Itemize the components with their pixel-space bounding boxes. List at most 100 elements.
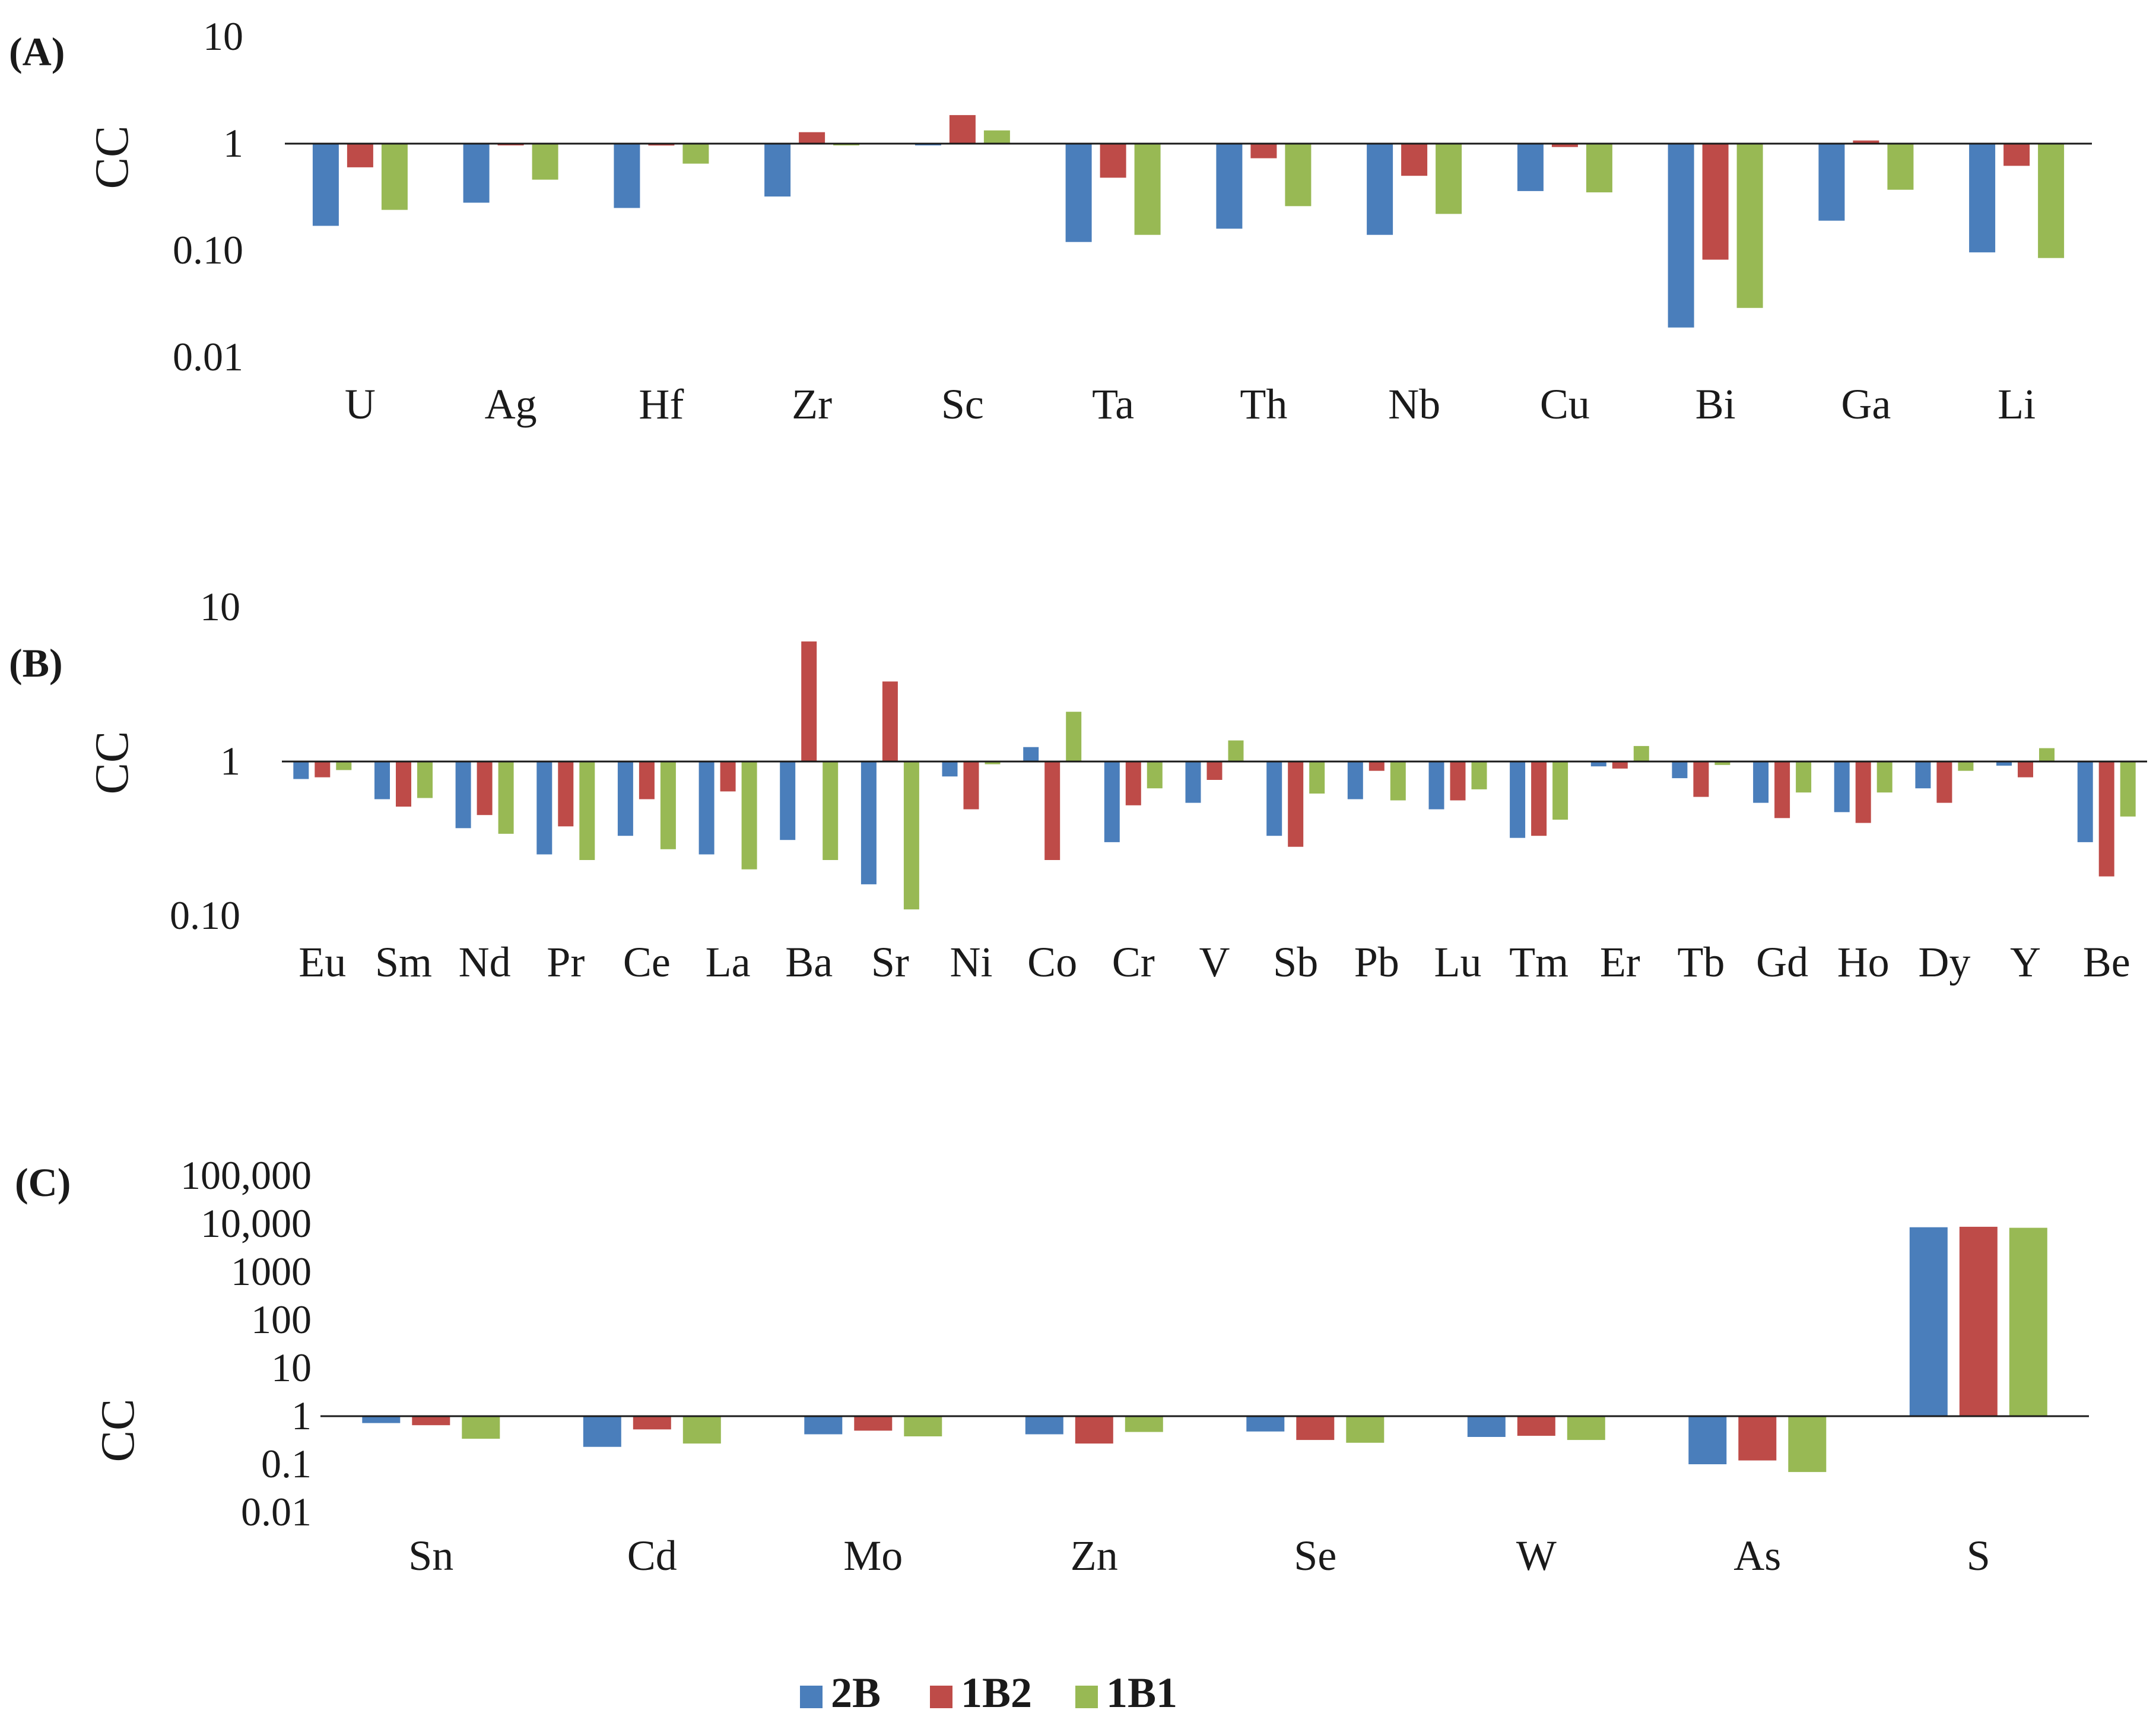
category-label-zr: Zr: [792, 380, 832, 428]
bar-a-ag-1b1: [532, 144, 558, 180]
category-label-w: W: [1516, 1532, 1557, 1579]
bar-a-nb-2b: [1367, 144, 1393, 235]
bar-c-as-1b2: [1738, 1416, 1777, 1461]
category-label-y: Y: [2010, 938, 2041, 986]
y-tick-label: 1: [220, 738, 240, 783]
bar-c-w-2b: [1467, 1416, 1506, 1437]
bar-b-nd-2b: [455, 762, 471, 829]
y-ticks-b: 10 1 0.10: [170, 584, 240, 938]
bar-b-be-1b2: [2098, 762, 2114, 877]
bar-a-u-1b2: [347, 144, 373, 167]
bar-b-tm-1b1: [1552, 762, 1568, 820]
bar-b-lu-2b: [1428, 762, 1444, 810]
bar-c-mo-1b1: [904, 1416, 942, 1436]
category-labels-b: Eu Sm Nd Pr Ce La Ba Sr Ni Co Cr V Sb Pb Lu Tm Er Tb Gd Ho D…: [299, 938, 2130, 986]
y-tick-label: 1000: [231, 1249, 312, 1294]
bar-a-hf-1b2: [648, 144, 675, 146]
bar-c-s-1b2: [1959, 1226, 1998, 1416]
category-labels-c: Sn Cd Mo Zn Se W As S: [408, 1532, 1990, 1579]
bar-b-tb-2b: [1672, 762, 1688, 779]
bar-b-sr-1b2: [882, 681, 898, 762]
bar-c-as-1b1: [1788, 1416, 1827, 1473]
category-labels-a: U Ag Hf Zr Sc Ta Th Nb Cu Bi Ga Li: [345, 380, 2036, 428]
bar-c-s-1b1: [2009, 1227, 2047, 1416]
bars-b: [293, 641, 2136, 910]
bar-a-cu-2b: [1517, 144, 1544, 191]
bar-b-pr-2b: [536, 762, 553, 855]
bar-a-th-2b: [1216, 144, 1243, 229]
bar-b-y-2b: [1996, 762, 2012, 766]
legend-swatch-2b: [800, 1686, 823, 1708]
category-label-sb: Sb: [1273, 938, 1318, 986]
category-label-nd: Nd: [459, 938, 511, 986]
bar-c-as-2b: [1688, 1416, 1727, 1464]
y-tick-label: 1: [291, 1393, 312, 1438]
bar-b-tm-1b2: [1531, 762, 1547, 836]
bar-b-er-1b2: [1612, 762, 1628, 769]
category-label-cu: Cu: [1540, 380, 1590, 428]
bar-b-er-1b1: [1633, 745, 1649, 762]
y-tick-label: 10: [203, 14, 243, 59]
category-label-ce: Ce: [623, 938, 671, 986]
category-label-ag: Ag: [485, 380, 537, 428]
bar-b-v-2b: [1185, 762, 1201, 803]
bar-b-ho-1b1: [1876, 762, 1893, 793]
bar-b-tb-1b2: [1693, 762, 1709, 797]
bar-c-cd-1b2: [633, 1416, 671, 1430]
category-label-nb: Nb: [1388, 380, 1440, 428]
bar-b-la-1b1: [741, 762, 757, 870]
y-axis-label-b: CC: [86, 731, 138, 795]
bar-b-sb-1b1: [1309, 762, 1325, 794]
bar-c-se-2b: [1246, 1416, 1285, 1432]
y-tick-label: 0.01: [173, 334, 243, 379]
y-tick-label: 0.10: [170, 893, 240, 938]
bar-b-dy-1b1: [1958, 762, 1974, 771]
category-label-pb: Pb: [1354, 938, 1399, 986]
category-label-cd: Cd: [627, 1532, 677, 1579]
y-tick-label: 0.1: [261, 1441, 312, 1486]
bar-a-ta-2b: [1065, 144, 1092, 242]
bar-b-tm-2b: [1510, 762, 1526, 838]
bar-b-nd-1b1: [498, 762, 514, 834]
bar-b-tb-1b1: [1714, 762, 1730, 765]
bar-a-li-1b1: [2038, 144, 2065, 258]
panel-b: (B) CC 10 1 0.10 Eu Sm Nd Pr Ce La Ba Sr Ni Co Cr V Sb…: [9, 584, 2147, 986]
y-axis-label-c: CC: [92, 1399, 144, 1462]
category-label-co: Co: [1027, 938, 1077, 986]
bar-c-se-1b2: [1296, 1416, 1335, 1441]
legend-label-2b: 2B: [831, 1669, 881, 1717]
bar-b-ce-1b1: [660, 762, 676, 849]
panel-label-a: (A): [9, 29, 65, 74]
category-label-ba: Ba: [785, 938, 833, 986]
category-label-se: Se: [1294, 1532, 1336, 1579]
bar-a-sc-1b2: [949, 115, 976, 144]
category-label-cr: Cr: [1112, 938, 1155, 986]
bar-b-be-1b1: [2120, 762, 2136, 817]
bar-a-li-1b2: [2003, 144, 2030, 166]
bar-b-nd-1b2: [477, 762, 493, 816]
bar-b-dy-1b2: [1936, 762, 1952, 803]
bar-b-pr-1b1: [579, 762, 595, 860]
legend: 2B 1B2 1B1: [800, 1669, 1177, 1717]
bar-c-mo-1b2: [854, 1416, 893, 1431]
y-tick-label: 0.01: [241, 1489, 312, 1534]
bar-a-th-1b2: [1250, 144, 1277, 158]
bar-a-ga-1b1: [1887, 144, 1914, 190]
y-tick-label: 10,000: [201, 1201, 312, 1246]
category-label-dy: Dy: [1918, 938, 1970, 986]
category-label-ni: Ni: [950, 938, 993, 986]
bar-a-hf-1b1: [682, 144, 709, 164]
bar-a-ga-2b: [1818, 144, 1845, 221]
panel-label-b: (B): [9, 640, 63, 686]
panel-a: (A) CC 10 1 0.10 0.01 U Ag Hf Zr Sc Ta Th Nb Cu Bi Ga…: [9, 14, 2092, 428]
category-label-eu: Eu: [299, 938, 346, 986]
y-tick-label: 100,000: [180, 1153, 312, 1198]
category-label-ho: Ho: [1837, 938, 1890, 986]
bars-a: [312, 115, 2065, 328]
y-axis-label-a: CC: [86, 126, 138, 189]
y-tick-label: 100: [251, 1297, 312, 1342]
y-ticks-a: 10 1 0.10 0.01: [173, 14, 243, 379]
category-label-mo: Mo: [843, 1532, 903, 1579]
bar-c-mo-2b: [804, 1416, 843, 1435]
